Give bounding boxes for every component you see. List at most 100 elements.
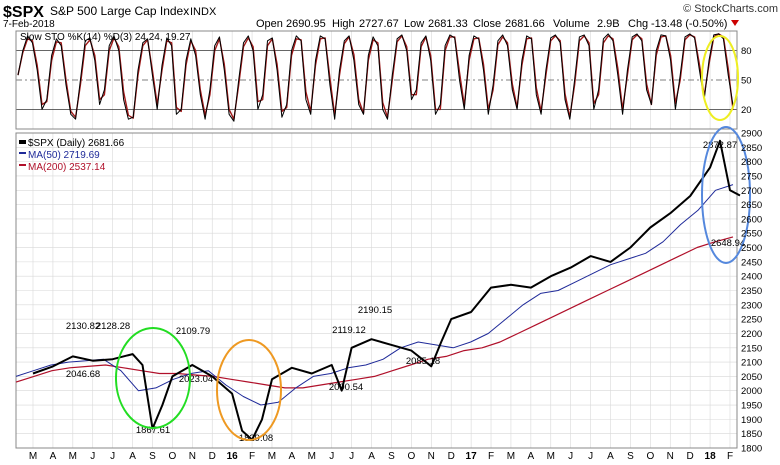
volume-label: Volume [553,18,590,30]
price-annotation-label: 1867.61 [136,425,170,436]
x-tick-label: A [129,451,136,462]
x-tick-label: 17 [466,451,478,462]
price-annotation-label: 2130.82 [66,321,100,332]
x-tick-label: N [189,451,196,462]
y-axis-ticks: 1800185019001950200020502100215022002250… [741,46,762,454]
x-tick-label: J [90,451,95,462]
stochastic-legend: Slow STO %K(14) %D(3) 24.24, 19.27 [20,32,191,43]
close-value: 2681.66 [505,18,545,30]
price-annotation-label: 2085.18 [406,356,440,367]
price-y-tick-label: 2250 [741,315,762,326]
x-tick-label: S [627,451,634,462]
x-tick-label: D [687,451,694,462]
open-value: 2690.95 [286,18,326,30]
price-y-tick-label: 2600 [741,214,762,225]
price-plot [15,139,741,441]
sto-y-tick-label: 80 [741,46,752,57]
price-annotation-label: 2128.28 [96,321,130,332]
ma200-line [15,236,734,389]
x-tick-label: M [547,451,555,462]
x-tick-label: N [428,451,435,462]
x-tick-label: A [368,451,375,462]
close-label: Close [473,18,501,30]
sto-y-tick-label: 20 [741,105,752,116]
watermark: © StockCharts.com [683,3,778,15]
price-y-tick-label: 2400 [741,272,762,283]
price-y-tick-label: 1850 [741,429,762,440]
price-y-tick-label: 2500 [741,243,762,254]
x-tick-label: A [528,451,535,462]
x-tick-label: J [329,451,334,462]
stochastic-plot [17,33,734,122]
price-annotation-label: 2023.04 [179,374,213,385]
x-tick-label: 18 [705,451,717,462]
down-arrow-icon [731,20,739,26]
x-tick-label: M [69,451,77,462]
x-axis-ticks: M A M J J A S O N D 16 F M A M J J A S O N D 17 F M A M J J A S O N D 18 F [29,451,733,462]
x-tick-label: J [110,451,115,462]
x-tick-label: M [268,451,276,462]
price-y-tick-label: 2700 [741,186,762,197]
x-tick-label: O [407,451,415,462]
price-annotation-label: 2109.79 [176,326,210,337]
volume-value: 2.9B [597,18,620,30]
price-y-tick-label: 2200 [741,329,762,340]
ma50-line [15,184,734,406]
price-annotation-label: 2000.54 [329,382,363,393]
x-tick-label: F [249,451,255,462]
price-y-tick-label: 1900 [741,415,762,426]
x-tick-label: J [588,451,593,462]
x-tick-label: N [667,451,674,462]
x-tick-label: A [289,451,296,462]
price-y-tick-label: 2800 [741,157,762,168]
price-y-tick-label: 2300 [741,300,762,311]
open-label: Open [256,18,283,30]
legend-price-swatch [19,140,26,144]
x-tick-label: S [149,451,156,462]
x-tick-label: J [568,451,573,462]
x-tick-label: S [388,451,395,462]
price-y-tick-label: 2100 [741,358,762,369]
price-annotation-label: 2190.15 [358,305,392,316]
high-value: 2727.67 [359,18,399,30]
price-y-tick-label: 2150 [741,343,762,354]
price-annotation-label: 2648.94 [711,238,745,249]
ohlc-readout: Open 2690.95 High 2727.67 Low 2681.33 Cl… [256,18,727,30]
x-tick-label: D [209,451,216,462]
x-tick-label: A [607,451,614,462]
chart-date: 7-Feb-2018 [3,19,55,30]
x-tick-label: A [50,451,57,462]
legend-price: $SPX (Daily) 2681.66 [28,138,125,149]
legend-ma50-swatch [19,152,26,154]
price-legend: $SPX (Daily) 2681.66 MA(50) 2719.69 MA(2… [19,138,125,173]
price-y-tick-label: 2650 [741,200,762,211]
price-y-tick-label: 2000 [741,386,762,397]
sto-y-tick-label: 50 [741,76,752,87]
symbol-title: $SPX [3,4,44,21]
chg-value: -13.48 (-0.50%) [651,18,727,30]
orange-circle-marker [216,339,282,441]
price-y-tick-label: 2850 [741,143,762,154]
x-tick-label: J [349,451,354,462]
price-y-tick-label: 2750 [741,171,762,182]
price-y-tick-label: 2450 [741,257,762,268]
low-label: Low [404,18,424,30]
spx-price-line [32,139,741,441]
legend-ma200: MA(200) 2537.14 [28,162,106,173]
price-y-tick-label: 2350 [741,286,762,297]
x-tick-label: 16 [227,451,239,462]
price-y-tick-label: 2550 [741,229,762,240]
legend-ma50: MA(50) 2719.69 [28,150,100,161]
low-value: 2681.33 [428,18,468,30]
price-annotation-label: 2046.68 [66,369,100,380]
x-tick-label: M [507,451,515,462]
price-annotation-label: 2872.87 [703,140,737,151]
price-y-tick-label: 2050 [741,372,762,383]
exchange-label: INDX [190,6,217,18]
index-name: S&P 500 Large Cap Index [50,4,189,18]
stoch-k-line [17,33,734,122]
x-tick-label: M [29,451,37,462]
legend-ma200-swatch [19,164,26,166]
